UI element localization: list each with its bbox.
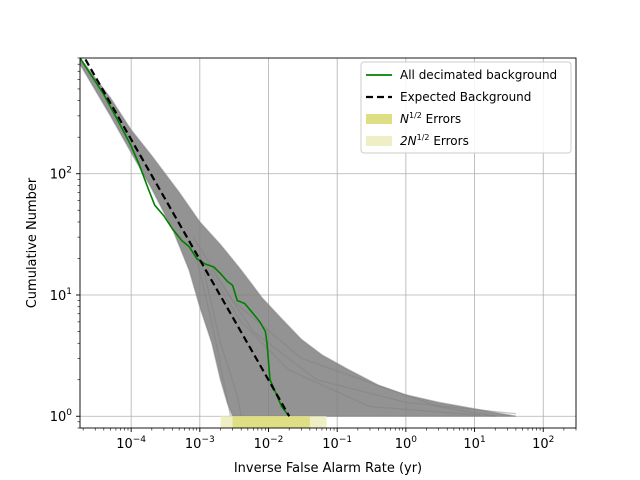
x-tick-label: 10−3 bbox=[185, 435, 215, 452]
x-axis-label: Inverse False Alarm Rate (yr) bbox=[234, 461, 422, 476]
x-tick-label: 10−1 bbox=[322, 435, 352, 452]
x-tick-label: 101 bbox=[463, 435, 485, 452]
plot-frame bbox=[79, 57, 577, 429]
x-tick-label: 10−2 bbox=[254, 435, 284, 452]
axes: 10−4 10−3 10−2 10−1 100 101 102 100 101 102 bbox=[50, 57, 577, 452]
legend-label: Expected Background bbox=[400, 90, 531, 104]
legend: All decimated background Expected Backgro… bbox=[360, 61, 572, 154]
series-expected-background bbox=[83, 58, 291, 417]
background-trace bbox=[211, 269, 516, 415]
legend-swatch-patch bbox=[366, 114, 392, 124]
legend-box bbox=[360, 61, 572, 154]
legend-swatch-patch bbox=[366, 136, 392, 146]
legend-label: N1/2 Errors bbox=[400, 111, 461, 126]
background-trace bbox=[199, 253, 242, 417]
y-tick-label: 102 bbox=[50, 166, 72, 183]
x-tick-label: 102 bbox=[532, 435, 554, 452]
x-tick-label: 100 bbox=[395, 435, 418, 452]
y-tick-label: 101 bbox=[50, 287, 72, 304]
background-trace bbox=[192, 236, 496, 417]
y-axis-label: Cumulative Number bbox=[25, 177, 40, 308]
n-half-error-band bbox=[232, 416, 310, 428]
background-trace bbox=[196, 258, 232, 417]
legend-label: 2N1/2 Errors bbox=[400, 133, 469, 148]
legend-label: All decimated background bbox=[400, 68, 557, 82]
x-tick-label: 10−4 bbox=[116, 435, 146, 452]
series-all-decimated-background bbox=[80, 58, 290, 417]
y-tick-label: 100 bbox=[50, 408, 73, 425]
background-trace bbox=[204, 263, 481, 416]
